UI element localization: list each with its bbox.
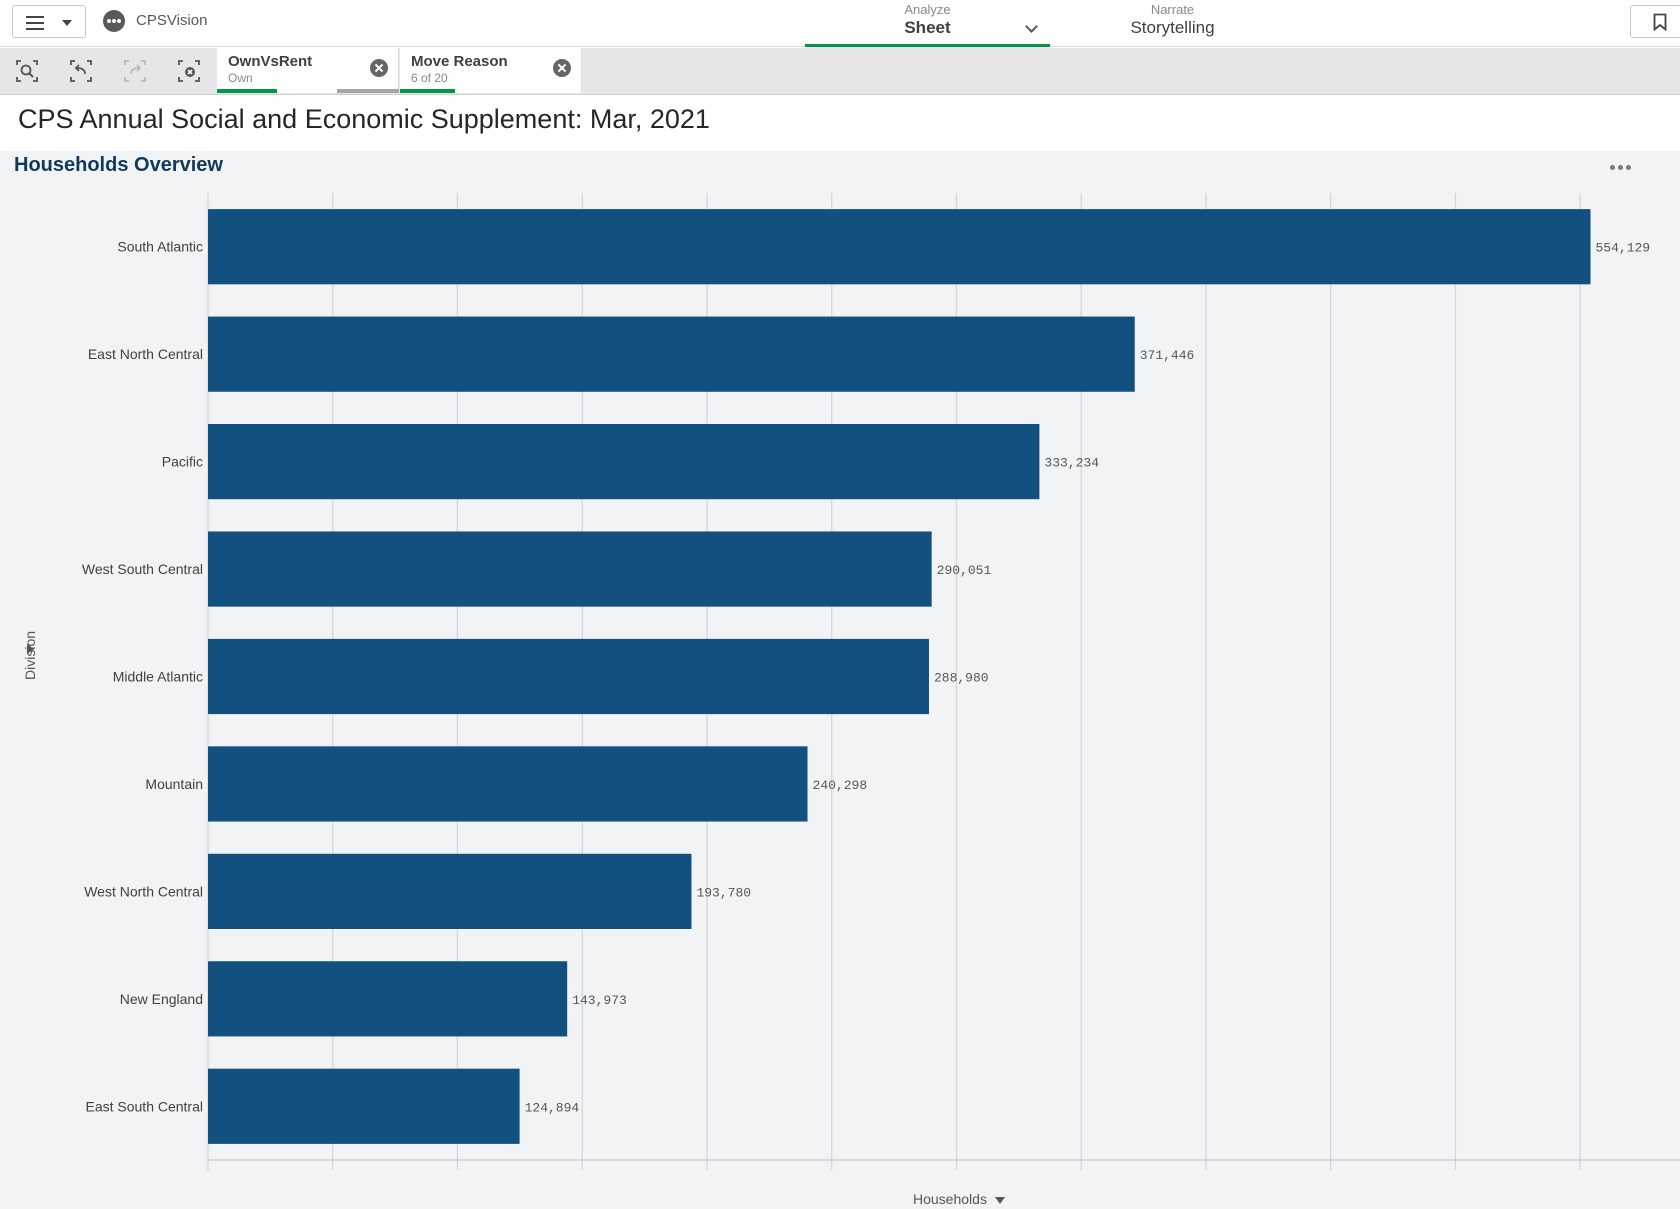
bar[interactable]	[208, 853, 692, 929]
category-label: Middle Atlantic	[113, 669, 203, 685]
top-navigation-bar: CPSVision Analyze Sheet Narrate Storytel…	[0, 0, 1680, 47]
app-name[interactable]: CPSVision	[136, 12, 208, 29]
tab-sheet-label: Sheet	[904, 18, 951, 37]
step-back-button[interactable]	[68, 58, 94, 84]
clear-selection-icon[interactable]	[370, 59, 388, 77]
category-label: East North Central	[88, 346, 203, 362]
chip-selected-value: Own	[228, 71, 253, 85]
category-label: South Atlantic	[117, 239, 203, 255]
value-label: 143,973	[572, 993, 627, 1008]
selection-chip-move-reason[interactable]: Move Reason 6 of 20	[400, 48, 582, 93]
sheet-title: CPS Annual Social and Economic Supplemen…	[18, 104, 710, 134]
tab-narrate-storytelling[interactable]: Narrate Storytelling	[1090, 0, 1255, 47]
value-label: 124,894	[525, 1100, 580, 1115]
step-back-icon	[70, 60, 92, 82]
chip-field-name: OwnVsRent	[228, 53, 313, 70]
category-label: East South Central	[85, 1098, 203, 1114]
selection-state-bar	[217, 89, 277, 93]
selection-state-bar	[400, 89, 455, 93]
selections-bar: OwnVsRent Own Move Reason 6 of 20	[0, 48, 1680, 95]
excluded-state-bar	[337, 89, 399, 93]
bar[interactable]	[208, 746, 808, 822]
bar[interactable]	[208, 531, 932, 607]
value-label: 554,129	[1596, 241, 1651, 256]
step-forward-button[interactable]	[122, 58, 148, 84]
y-axis-title[interactable]: Division	[22, 630, 38, 680]
app-icon	[103, 10, 125, 32]
clear-selections-icon	[178, 60, 200, 82]
global-menu-button[interactable]	[12, 5, 86, 38]
bar[interactable]	[208, 638, 929, 715]
value-label: 290,051	[937, 563, 992, 578]
category-label: West North Central	[84, 883, 203, 899]
selection-search-icon	[16, 60, 38, 82]
chip-field-name: Move Reason	[411, 53, 508, 70]
category-label: Mountain	[145, 776, 203, 792]
bar[interactable]	[208, 961, 568, 1037]
x-axis-title: Households	[913, 1191, 987, 1207]
chip-selected-value: 6 of 20	[411, 71, 448, 85]
bar[interactable]	[208, 209, 1591, 285]
value-label: 288,980	[934, 671, 989, 686]
x-axis-title-button[interactable]: Households	[913, 1191, 1005, 1207]
step-forward-icon	[124, 60, 146, 82]
tab-narrate-label: Narrate	[1150, 2, 1195, 17]
hamburger-icon	[26, 16, 44, 30]
chart-title: Households Overview	[14, 154, 223, 176]
bookmark-button[interactable]	[1630, 5, 1680, 38]
smart-search-button[interactable]	[14, 58, 40, 84]
more-options-icon[interactable]	[1610, 157, 1640, 173]
value-label: 240,298	[813, 778, 868, 793]
clear-selection-icon[interactable]	[553, 59, 571, 77]
value-label: 371,446	[1140, 348, 1195, 363]
value-label: 333,234	[1044, 456, 1099, 471]
category-label: New England	[120, 991, 203, 1007]
bar[interactable]	[208, 316, 1135, 392]
category-label: Pacific	[162, 454, 203, 470]
category-label: West South Central	[82, 561, 203, 577]
tab-storytelling-label: Storytelling	[1130, 18, 1215, 37]
tab-analyze-label: Analyze	[904, 2, 951, 17]
bookmark-icon	[1653, 13, 1667, 31]
bar[interactable]	[208, 424, 1040, 500]
bar[interactable]	[208, 1068, 520, 1144]
dimension-expand-icon[interactable]	[27, 644, 34, 654]
selection-chip-ownvsrent[interactable]: OwnVsRent Own	[217, 48, 399, 93]
tab-analyze-sheet[interactable]: Analyze Sheet	[805, 0, 1050, 47]
clear-all-selections-button[interactable]	[176, 58, 202, 84]
value-label: 193,780	[696, 885, 751, 900]
caret-down-icon	[62, 20, 72, 26]
caret-down-icon	[994, 1196, 1005, 1204]
